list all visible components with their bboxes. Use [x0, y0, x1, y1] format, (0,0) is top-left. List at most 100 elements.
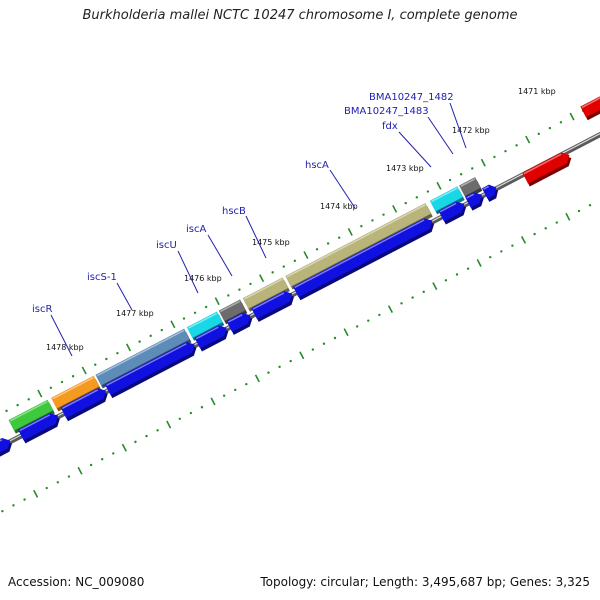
inner-scale-minor-tick	[444, 279, 448, 282]
gene-hscA[interactable]	[285, 203, 431, 287]
gene-hscA-highlight	[286, 204, 426, 278]
cds-arrow-2[interactable]	[60, 388, 106, 419]
outer-scale-minor-tick	[337, 236, 341, 239]
outer-scale-major-tick	[303, 251, 309, 259]
cds-arrow-3[interactable]	[104, 341, 195, 396]
inner-scale-minor-tick	[411, 296, 414, 299]
accession-text: Accession: NC_009080	[8, 575, 145, 589]
gene-label[interactable]: hscA	[305, 160, 329, 171]
inner-scale-minor-tick	[466, 267, 470, 270]
outer-scale-major-tick	[170, 320, 176, 329]
inner-scale-minor-tick	[400, 302, 403, 305]
gene-BMA10247-1483-highlight	[460, 178, 476, 187]
inner-scale-minor-tick	[378, 313, 381, 317]
outer-scale-minor-tick	[448, 178, 452, 182]
cds-arrow-9-highlight	[466, 193, 475, 199]
gene-label[interactable]: iscU	[156, 240, 177, 251]
inner-scale-minor-tick	[289, 359, 292, 363]
outer-scale-major-tick	[259, 274, 265, 283]
inner-scale-major-tick	[565, 212, 571, 221]
gene-label[interactable]: fdx	[382, 121, 398, 132]
inner-scale-minor-tick	[100, 457, 104, 461]
gene-fdx[interactable]	[429, 186, 463, 212]
gene-hscB[interactable]	[242, 277, 289, 309]
outer-scale-major-tick	[392, 204, 398, 213]
gene-label[interactable]: iscR	[32, 304, 52, 315]
outer-scale-major-tick	[436, 181, 442, 190]
outer-scale-minor-tick	[60, 380, 64, 384]
gene-iscS-1[interactable]	[95, 328, 190, 386]
cds-arrow-6[interactable]	[251, 291, 293, 319]
gene-leader-line	[398, 131, 432, 168]
gene-label[interactable]: hscB	[222, 206, 246, 217]
inner-scale-minor-tick	[278, 365, 281, 369]
gene-leader-line	[50, 314, 73, 357]
kbp-label: 1471 kbp	[518, 87, 556, 96]
inner-scale-minor-tick	[322, 342, 326, 345]
gene-leader-line	[207, 234, 233, 277]
outer-scale-minor-tick	[182, 317, 186, 320]
outer-scale-major-tick	[569, 112, 575, 121]
gene-red-edge[interactable]	[580, 94, 600, 118]
outer-scale-major-tick	[125, 343, 132, 352]
cds-arrow-1-highlight	[19, 414, 51, 432]
outer-scale-minor-tick	[360, 224, 363, 228]
outer-scale-minor-tick	[227, 294, 230, 297]
gene-orange-highlight	[52, 376, 94, 400]
gene-iscU-highlight	[219, 300, 241, 313]
gene-iscR[interactable]	[8, 399, 54, 431]
gene-label[interactable]: BMA10247_1482	[369, 92, 454, 103]
cds-arrow-5[interactable]	[226, 312, 251, 332]
gene-leader-line	[177, 250, 199, 294]
gene-label[interactable]: iscS-1	[87, 272, 117, 283]
inner-scale-minor-tick	[267, 371, 270, 374]
gene-BMA10247-1483[interactable]	[459, 177, 481, 197]
inner-scale-major-tick	[77, 466, 83, 475]
outer-scale-minor-tick	[293, 259, 297, 263]
outer-scale-minor-tick	[149, 334, 152, 338]
inner-scale-minor-tick	[544, 227, 547, 230]
cds-arrow-8-highlight	[439, 202, 457, 213]
cds-arrow-2-highlight	[61, 389, 99, 410]
outer-scale-minor-tick	[315, 248, 319, 251]
inner-scale-major-tick	[387, 305, 394, 314]
inner-scale-minor-tick	[178, 417, 181, 420]
inner-scale-minor-tick	[422, 290, 425, 294]
gene-iscA[interactable]	[186, 311, 223, 338]
gene-iscU[interactable]	[218, 299, 246, 322]
gene-fdx-highlight	[431, 187, 458, 203]
outer-scale-minor-tick	[326, 242, 330, 245]
outer-scale-minor-tick	[426, 190, 430, 193]
cds-arrow-0[interactable]	[0, 438, 11, 457]
cds-arrow-4[interactable]	[194, 325, 227, 349]
inner-scale-major-tick	[432, 282, 438, 290]
inner-scale-minor-tick	[12, 504, 15, 507]
gene-label[interactable]: iscA	[186, 224, 206, 235]
gene-leader-line	[427, 116, 454, 155]
kbp-label: 1477 kbp	[116, 309, 154, 318]
gene-red[interactable]	[522, 152, 570, 184]
inner-scale-minor-tick	[500, 250, 503, 253]
cds-arrow-6-highlight	[252, 292, 285, 310]
kbp-label: 1472 kbp	[452, 126, 490, 135]
outer-scale-minor-tick	[559, 121, 563, 124]
inner-scale-minor-tick	[23, 498, 26, 501]
cds-arrow-8[interactable]	[438, 201, 465, 222]
cds-arrow-1[interactable]	[18, 413, 59, 441]
outer-scale-minor-tick	[138, 340, 141, 343]
outer-scale-minor-tick	[537, 132, 540, 136]
inner-scale-major-tick	[33, 489, 39, 498]
gene-leader-line	[449, 102, 467, 149]
outer-scale-minor-tick	[459, 173, 463, 176]
inner-scale-major-tick	[343, 328, 349, 337]
cds-arrow-4-highlight	[195, 326, 219, 340]
gene-leader-line	[329, 169, 356, 209]
inner-scale-minor-tick	[112, 452, 115, 455]
cds-arrow-7[interactable]	[293, 218, 433, 298]
outer-scale-minor-tick	[249, 282, 252, 286]
gene-label[interactable]: BMA10247_1483	[344, 106, 429, 117]
gene-orange[interactable]	[51, 375, 100, 409]
outer-scale-minor-tick	[415, 196, 419, 199]
inner-scale-minor-tick	[56, 481, 60, 484]
outer-scale-minor-tick	[193, 311, 197, 314]
